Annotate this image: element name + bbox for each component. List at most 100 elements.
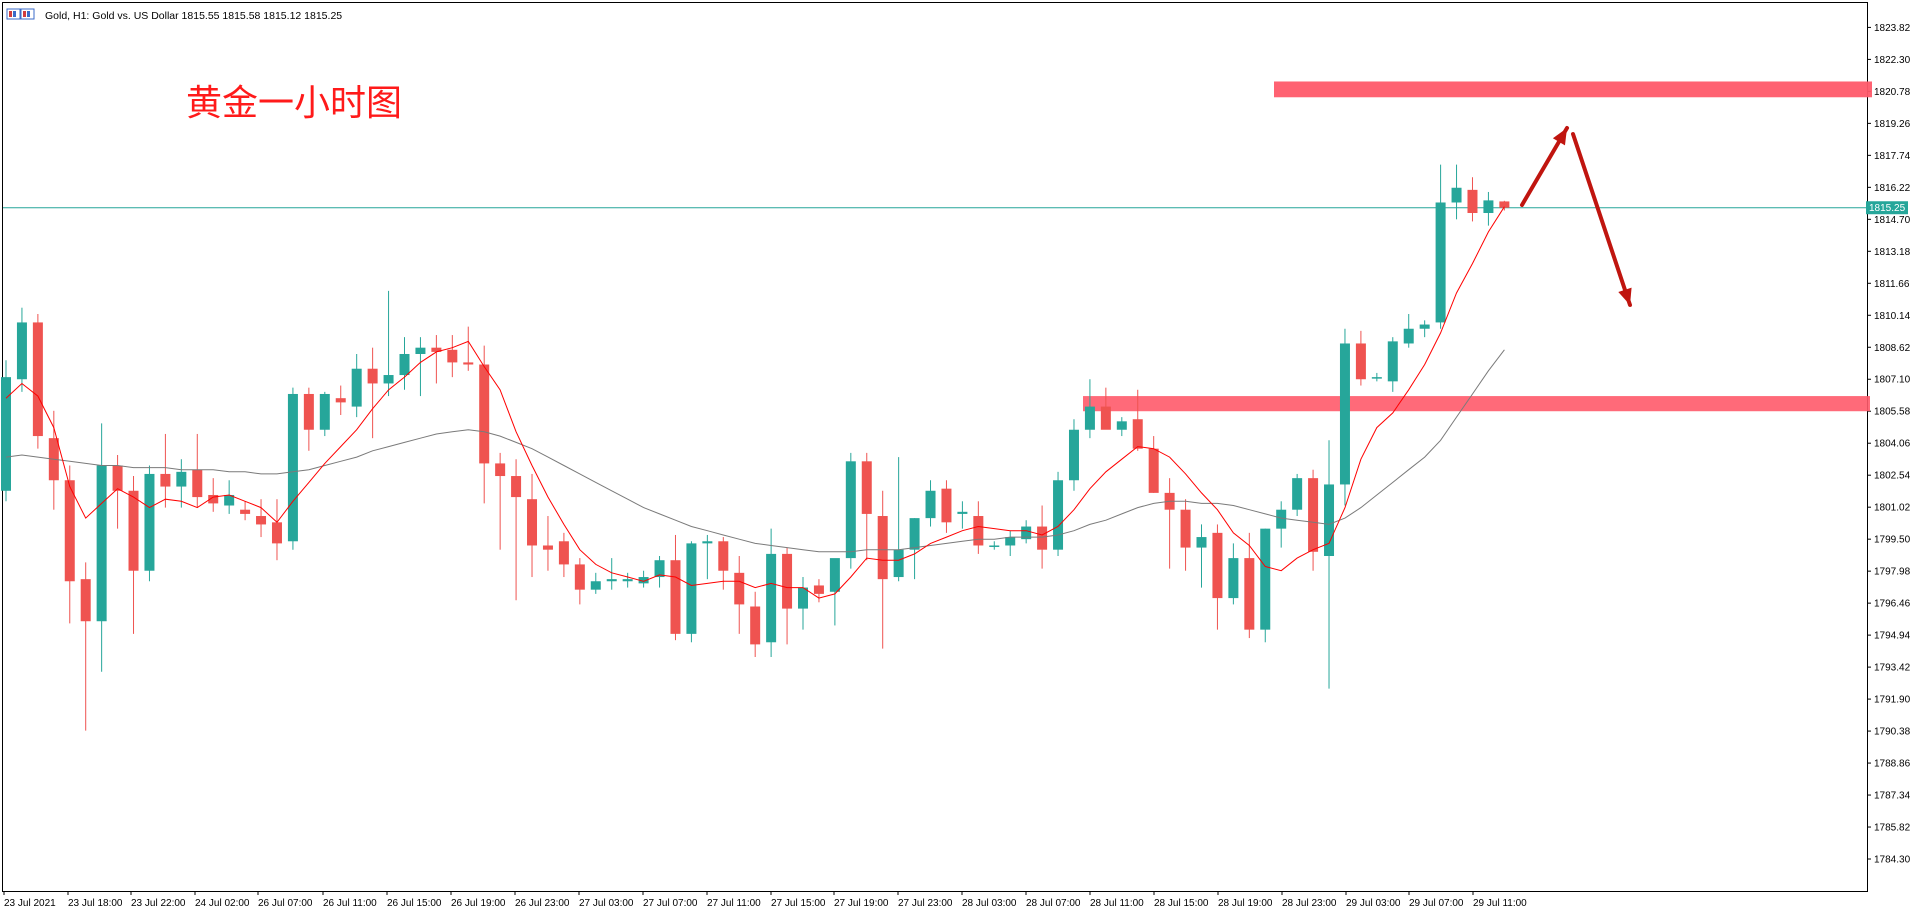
candle-body <box>1339 343 1350 485</box>
candle <box>399 337 410 390</box>
candle-body <box>128 490 139 571</box>
candle-body <box>558 541 569 565</box>
candle <box>1148 436 1159 493</box>
candle-body <box>702 541 713 544</box>
resistance-zone <box>1274 81 1872 98</box>
candle <box>1435 164 1446 329</box>
candle <box>287 387 298 550</box>
candle <box>638 570 649 588</box>
candle-body <box>367 368 378 384</box>
candle <box>766 528 777 658</box>
forecast-arrows <box>1520 126 1632 307</box>
candle-body <box>638 577 649 584</box>
candle-body <box>1100 406 1111 430</box>
y-tick-label: 1785.82 <box>1874 823 1911 834</box>
y-tick-label: 1805.58 <box>1874 407 1911 418</box>
candle <box>798 577 808 630</box>
candle-body <box>1 377 11 491</box>
candle <box>957 501 968 529</box>
y-tick-label: 1816.22 <box>1874 183 1911 194</box>
candle <box>574 558 585 605</box>
candle <box>16 307 27 392</box>
candle-body <box>1308 478 1319 552</box>
x-tick-label: 28 Jul 19:00 <box>1218 898 1273 909</box>
candle-body <box>80 579 91 622</box>
candle-body <box>527 499 538 546</box>
candle <box>1355 330 1366 386</box>
x-tick-label: 29 Jul 03:00 <box>1346 898 1401 909</box>
x-tick-label: 28 Jul 03:00 <box>962 898 1017 909</box>
candle <box>160 433 171 508</box>
candle-body <box>351 368 362 407</box>
candle-body <box>431 347 442 352</box>
candle <box>176 459 187 508</box>
candle <box>32 314 43 449</box>
candle <box>1451 164 1462 220</box>
candle <box>415 337 426 397</box>
candle-body <box>176 471 187 487</box>
support-zone <box>1083 396 1870 412</box>
y-tick-label: 1793.42 <box>1874 663 1911 674</box>
candle-body <box>1244 558 1255 630</box>
ma-slow-line <box>5 349 1505 553</box>
candle-body <box>1355 343 1366 380</box>
candle <box>1053 471 1064 557</box>
candle <box>1483 191 1494 226</box>
candle-body <box>622 579 633 582</box>
candle-body <box>766 553 777 643</box>
candle-body <box>941 488 952 523</box>
x-tick-label: 27 Jul 03:00 <box>579 898 634 909</box>
x-tick-label: 26 Jul 15:00 <box>387 898 442 909</box>
candle-body <box>224 494 235 506</box>
candle-body <box>829 558 840 592</box>
candle-body <box>989 545 1000 547</box>
candle-body <box>718 541 729 571</box>
candle-body <box>1228 558 1239 599</box>
candle-body <box>574 564 585 590</box>
candle-body <box>96 465 107 622</box>
candle <box>1371 372 1382 382</box>
candle <box>1005 530 1016 557</box>
candle-body <box>1467 189 1478 214</box>
candle-body <box>1037 526 1048 550</box>
x-axis-ticks: 23 Jul 2021 23 Jul 18:00 23 Jul 22:00 24 Ju… <box>3 891 1527 909</box>
candle-body <box>287 393 298 542</box>
candle <box>431 335 442 384</box>
candle-body <box>1212 532 1223 599</box>
candle <box>511 459 522 601</box>
x-tick-label: 26 Jul 07:00 <box>258 898 313 909</box>
y-tick-label: 1822.30 <box>1874 55 1911 66</box>
candle-body <box>319 393 330 430</box>
candle-body <box>798 587 808 609</box>
candle <box>128 476 139 634</box>
current-price-label: 1815.25 <box>1869 203 1906 214</box>
candle-body <box>1053 480 1064 550</box>
ma-fast-line <box>5 206 1505 599</box>
candle <box>335 385 346 416</box>
candle <box>845 452 856 569</box>
y-tick-label: 1802.54 <box>1874 471 1911 482</box>
candle <box>1499 200 1510 211</box>
up-arrow <box>1520 126 1569 207</box>
chart-window-icon[interactable] <box>6 8 35 20</box>
candle-body <box>925 490 936 519</box>
candle-body <box>1116 421 1127 430</box>
candle-body <box>1148 448 1159 493</box>
candle-body <box>606 579 617 582</box>
candle-body <box>1451 187 1462 203</box>
candle-body <box>160 473 171 487</box>
candle-body <box>686 543 697 634</box>
x-tick-label: 24 Jul 02:00 <box>195 898 250 909</box>
candle <box>542 516 553 571</box>
y-tick-label: 1808.62 <box>1874 343 1911 354</box>
candle-body <box>750 606 761 645</box>
candle-body <box>1419 324 1430 329</box>
x-tick-label: 27 Jul 11:00 <box>707 898 761 909</box>
x-tick-label: 27 Jul 23:00 <box>898 898 953 909</box>
candle-body <box>303 393 314 430</box>
candle-body <box>271 522 282 544</box>
candle <box>64 465 75 624</box>
candle <box>941 480 952 533</box>
candle <box>1196 524 1207 588</box>
